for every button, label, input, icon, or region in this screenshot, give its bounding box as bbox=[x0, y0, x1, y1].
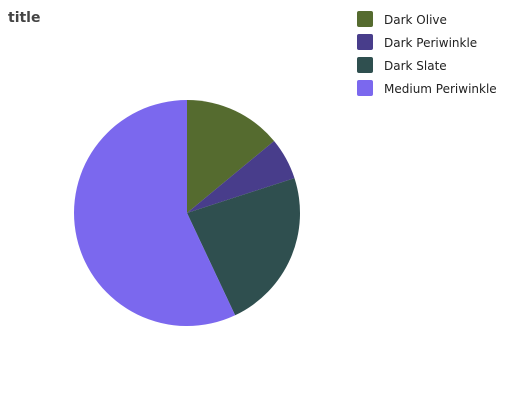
legend-label: Dark Periwinkle bbox=[384, 36, 477, 50]
legend-label: Dark Olive bbox=[384, 13, 447, 27]
legend-item: Dark Periwinkle bbox=[357, 34, 477, 50]
pie-slice-dark-periwinkle bbox=[187, 140, 295, 213]
legend-label: Dark Slate bbox=[384, 59, 447, 73]
legend: Dark Olive Dark Periwinkle Dark Slate Me… bbox=[357, 11, 497, 96]
legend-swatch bbox=[357, 80, 373, 96]
legend-item: Dark Olive bbox=[357, 11, 447, 27]
pie-slices bbox=[74, 100, 301, 327]
legend-item: Medium Periwinkle bbox=[357, 80, 497, 96]
chart-title: title bbox=[8, 10, 40, 26]
legend-label: Medium Periwinkle bbox=[384, 82, 497, 96]
legend-swatch bbox=[357, 11, 373, 27]
pie-slice-dark-slate bbox=[187, 178, 301, 316]
legend-swatch bbox=[357, 34, 373, 50]
legend-item: Dark Slate bbox=[357, 57, 447, 73]
pie-slice-dark-olive bbox=[187, 100, 275, 213]
pie-slice-medium-periwinkle bbox=[74, 100, 236, 327]
legend-swatch bbox=[357, 57, 373, 73]
